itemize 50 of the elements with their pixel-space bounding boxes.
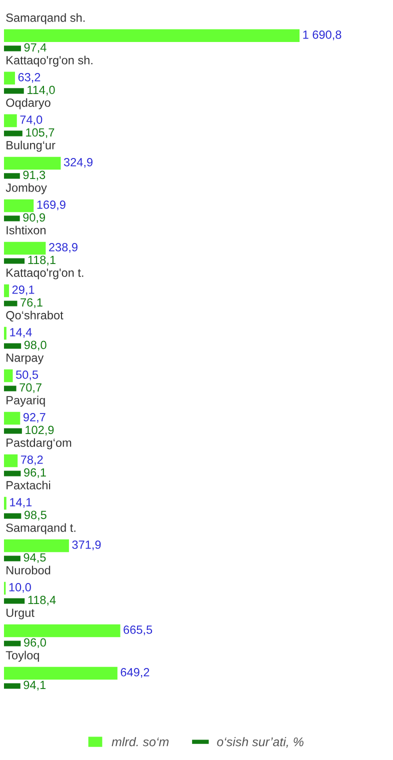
data-label: 665,5 — [124, 626, 152, 636]
y-tick-label: Oqdaryo — [6, 98, 50, 110]
data-label: 102,9 — [26, 426, 54, 436]
data-label: 29,1 — [12, 286, 34, 296]
y-tick-label: Kattaqo'rg'on sh. — [6, 56, 92, 67]
y-tick-label: Narpay — [6, 354, 44, 364]
y-tick-label: Ishtixon — [6, 226, 46, 234]
data-label: 74,0 — [20, 115, 42, 126]
y-tick-label: Pastdarg‘om — [6, 438, 72, 450]
y-tick-label: Jomboy — [6, 183, 47, 194]
data-label: 98,0 — [24, 340, 46, 351]
data-label: 114,0 — [28, 86, 55, 96]
data-label: 63,2 — [18, 72, 40, 83]
y-tick-label: Nurobod — [6, 566, 50, 574]
data-label: 324,9 — [64, 158, 92, 168]
data-label: 94,5 — [24, 553, 46, 564]
data-label: 96,0 — [24, 638, 46, 648]
data-label: 1 690,8 — [303, 30, 342, 40]
legend-label: o‘sish sur’ati, % — [217, 737, 304, 748]
data-label: 14,1 — [10, 498, 32, 508]
data-label: 78,2 — [20, 456, 43, 466]
data-label: 70,7 — [20, 383, 42, 394]
data-label: 97,4 — [24, 43, 46, 53]
data-label: 14,4 — [10, 328, 32, 338]
data-label: 92,7 — [23, 413, 46, 423]
data-label: 91,3 — [23, 170, 46, 181]
y-tick-label: Kattaqo'rg'on t. — [6, 268, 84, 280]
data-label: 96,1 — [24, 468, 46, 478]
data-label: 118,1 — [28, 256, 56, 266]
y-tick-label: Toyloq — [6, 650, 39, 662]
data-label: 50,5 — [16, 370, 38, 380]
y-tick-label: Payariq — [6, 396, 45, 407]
y-tick-label: Paxtachi — [6, 480, 50, 490]
y-tick-label: Qo‘shrabot — [6, 310, 64, 322]
data-label: 118,4 — [28, 596, 56, 606]
data-label: 371,9 — [72, 540, 101, 550]
y-tick-label: Samarqand t. — [6, 523, 76, 534]
data-label: 98,5 — [24, 510, 46, 521]
data-label: 238,9 — [49, 243, 78, 253]
data-label: 90,9 — [23, 213, 46, 224]
data-label: 105,7 — [26, 128, 54, 138]
data-label: 76,1 — [20, 298, 42, 308]
data-label: 169,9 — [37, 200, 66, 210]
y-tick-label: Samarqand sh. — [6, 13, 85, 24]
y-tick-label: Urgut — [6, 608, 34, 620]
data-label: 10,0 — [9, 583, 31, 593]
data-label: 94,1 — [24, 680, 46, 691]
data-label: 649,2 — [120, 668, 150, 678]
y-tick-label: Bulung‘ur — [6, 140, 56, 152]
legend-label: mlrd. so‘m — [112, 737, 169, 746]
